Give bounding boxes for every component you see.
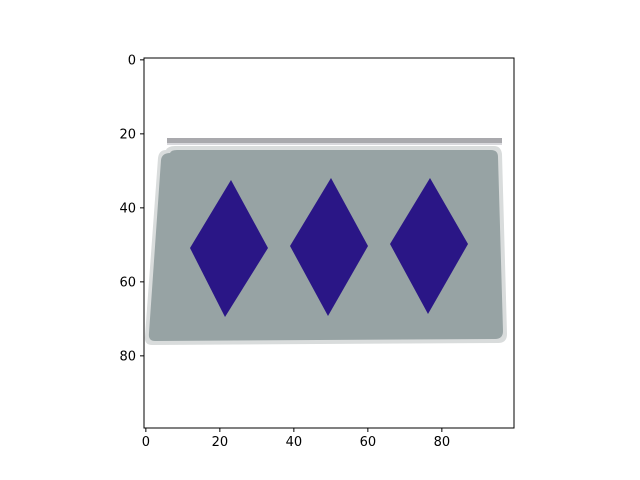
diamond-left xyxy=(190,180,268,317)
x-tick-label: 60 xyxy=(360,435,377,450)
axes-frame xyxy=(143,57,515,429)
diamond-right xyxy=(390,178,468,314)
y-tick-label: 20 xyxy=(119,127,136,142)
x-tick-label: 80 xyxy=(434,435,451,450)
sign-top-bar-shadow xyxy=(167,143,502,145)
y-tick-label: 0 xyxy=(128,53,136,68)
y-tick-label: 60 xyxy=(119,275,136,290)
x-axis: 0 20 40 60 80 xyxy=(142,428,450,450)
sign-top-bar xyxy=(167,138,502,143)
diamond-middle xyxy=(290,178,368,316)
x-tick-label: 0 xyxy=(142,435,150,450)
y-axis: 0 20 40 60 80 xyxy=(119,53,144,364)
image-content xyxy=(144,58,514,428)
x-tick-label: 40 xyxy=(286,435,303,450)
y-tick-label: 40 xyxy=(119,201,136,216)
x-tick-label: 20 xyxy=(212,435,229,450)
y-tick-label: 80 xyxy=(119,349,136,364)
